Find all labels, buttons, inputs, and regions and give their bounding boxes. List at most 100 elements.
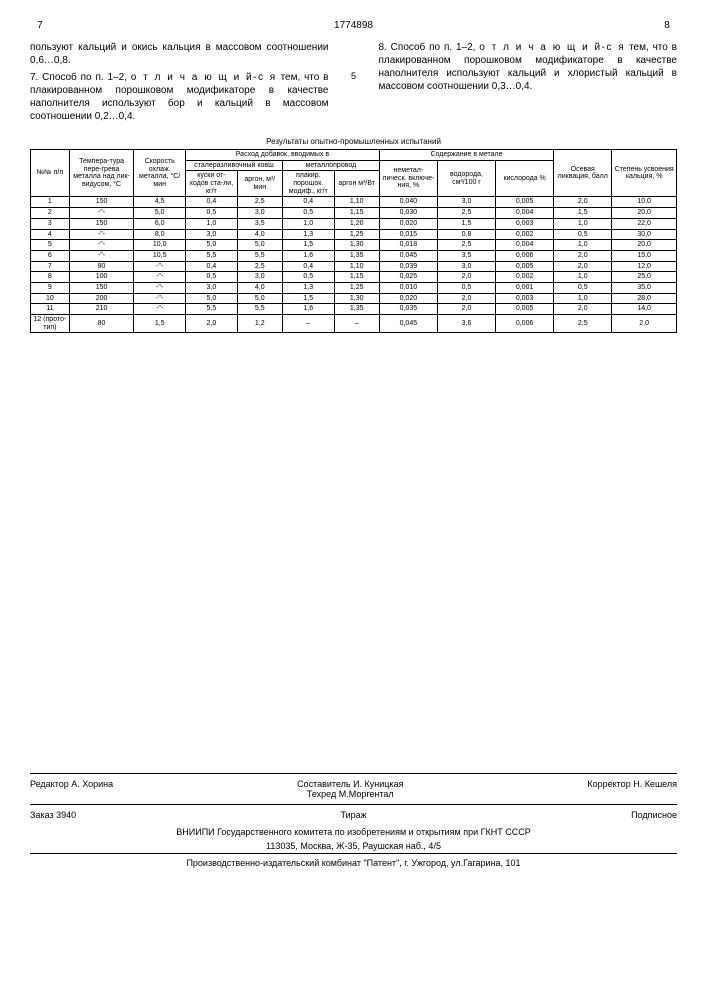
table-cell: 5,0: [134, 208, 186, 219]
table-cell: 3: [31, 218, 70, 229]
table-cell: 4: [31, 229, 70, 240]
table-cell: –: [282, 315, 334, 333]
table-cell: 0,5: [554, 282, 612, 293]
table-cell: 0,005: [496, 197, 554, 208]
table-row: 8100-"-0,53,00,51,150,0252,00,0021,025,0: [31, 272, 677, 283]
table-cell: 0,4: [186, 197, 238, 208]
footer-rule-2: [30, 804, 677, 805]
column-right: 8. Способ по п. 1–2, о т л и ч а ю щ и й…: [379, 41, 678, 127]
table-cell: 1,15: [334, 208, 379, 219]
table-cell: 0,001: [496, 282, 554, 293]
table-cell: 0,004: [496, 208, 554, 219]
page-header: 7 1774898 8: [30, 20, 677, 31]
table-cell: 0,010: [379, 282, 437, 293]
table-cell: 2,0: [437, 304, 495, 315]
table-cell: 0,020: [379, 293, 437, 304]
table-cell: 2,0: [554, 304, 612, 315]
th-likv: Осевая ликвация, балл: [554, 150, 612, 197]
table-cell: 6,0: [134, 218, 186, 229]
table-cell: 1,25: [334, 229, 379, 240]
table-cell: 2,0: [554, 261, 612, 272]
table-cell: 5,5: [237, 304, 282, 315]
table-cell: 5,5: [186, 250, 238, 261]
table-cell: 1,35: [334, 250, 379, 261]
th-oxygen: кислорода %: [496, 160, 554, 197]
table-cell: 35,0: [612, 282, 677, 293]
table-cell: 2,0: [437, 272, 495, 283]
body-columns: пользуют кальций и окись кальция в массо…: [30, 41, 677, 127]
table-cell: 2,0: [437, 293, 495, 304]
table-cell: 0,002: [496, 272, 554, 283]
order-row: Заказ 3940 Тираж Подписное: [30, 807, 677, 823]
table-cell: 3,6: [437, 315, 495, 333]
table-cell: 0,004: [496, 240, 554, 251]
table-cell: 1,5: [134, 315, 186, 333]
table-cell: 1,5: [554, 208, 612, 219]
th-consumption: Расход добавок, вводимых в: [186, 150, 380, 161]
table-row: 790-"-0,42,50,41,100,0393,00,0052,012,0: [31, 261, 677, 272]
table-cell: 210: [69, 304, 134, 315]
table-cell: 15,0: [612, 250, 677, 261]
table-cell: 90: [69, 261, 134, 272]
table-cell: 3,5: [237, 218, 282, 229]
table-cell: 0,045: [379, 250, 437, 261]
table-row: 31506,01,03,51,01,200,0201,50,0031,022,0: [31, 218, 677, 229]
table-cell: 5: [31, 240, 70, 251]
table-cell: 0,5: [554, 229, 612, 240]
table-cell: 3,0: [186, 229, 238, 240]
subscription: Подписное: [631, 810, 677, 820]
th-scrap: куски от-ходов ста-ли, кг/т: [186, 171, 238, 197]
org-line-1: ВНИИПИ Государственного комитета по изоб…: [30, 827, 677, 837]
table-cell: 1,10: [334, 261, 379, 272]
table-cell: 1,25: [334, 282, 379, 293]
table-row: 12 (прото-тип)801,52,01,2––0,0453,60,006…: [31, 315, 677, 333]
table-cell: -"-: [69, 208, 134, 219]
table-cell: 2,0: [612, 315, 677, 333]
table-cell: 5,0: [237, 293, 282, 304]
table-cell: 0,002: [496, 229, 554, 240]
table-cell: 1,0: [554, 293, 612, 304]
table-cell: 12 (прото-тип): [31, 315, 70, 333]
page-num-left: 7: [30, 20, 50, 31]
table-cell: 0,030: [379, 208, 437, 219]
page-num-right: 8: [657, 20, 677, 31]
table-cell: 0,5: [186, 208, 238, 219]
th-argon1: аргон, м³/мин: [237, 171, 282, 197]
footer-rule-1: [30, 773, 677, 774]
table-cell: 3,0: [237, 272, 282, 283]
table-cell: 3,5: [437, 250, 495, 261]
table-cell: 11: [31, 304, 70, 315]
table-cell: 5,5: [237, 250, 282, 261]
table-cell: 1,35: [334, 304, 379, 315]
table-cell: 2,5: [437, 208, 495, 219]
table-cell: -"-: [134, 272, 186, 283]
table-head: №№ п/п Темпера-тура пере-грева металла н…: [31, 150, 677, 197]
table-cell: 1,30: [334, 293, 379, 304]
table-cell: -"-: [134, 304, 186, 315]
th-temp: Темпера-тура пере-грева металла над лик-…: [69, 150, 134, 197]
table-cell: 2,5: [437, 240, 495, 251]
table-cell: 2,0: [554, 250, 612, 261]
compiler-block: Составитель И. Куницкая Техред М.Моргент…: [113, 779, 587, 799]
table-cell: 0,5: [282, 272, 334, 283]
table-cell: 1,5: [282, 240, 334, 251]
table-cell: 1,10: [334, 197, 379, 208]
table-cell: 0,4: [186, 261, 238, 272]
table-cell: 0,4: [282, 197, 334, 208]
para-6-tail: пользуют кальций и окись кальция в массо…: [30, 41, 329, 67]
table-row: 11504,50,42,50,41,100,0403,00,0052,010,0: [31, 197, 677, 208]
table-cell: 0,5: [437, 282, 495, 293]
th-hydrogen: водорода, см³/100 г: [437, 160, 495, 197]
credits-row: Редактор А. Хорина Составитель И. Куницк…: [30, 776, 677, 802]
table-cell: 1: [31, 197, 70, 208]
table-cell: 20,0: [612, 208, 677, 219]
table-cell: 0,5: [186, 272, 238, 283]
table-cell: 2: [31, 208, 70, 219]
table-cell: 5,0: [237, 240, 282, 251]
order-number: Заказ 3940: [30, 810, 76, 820]
table-cell: 1,6: [282, 250, 334, 261]
org-line-2: 113035, Москва, Ж-35, Раушская наб., 4/5: [30, 841, 677, 851]
th-powder: плакир. порошок. модиф., кг/т: [282, 171, 334, 197]
table-cell: 7: [31, 261, 70, 272]
table-cell: 10,0: [134, 240, 186, 251]
